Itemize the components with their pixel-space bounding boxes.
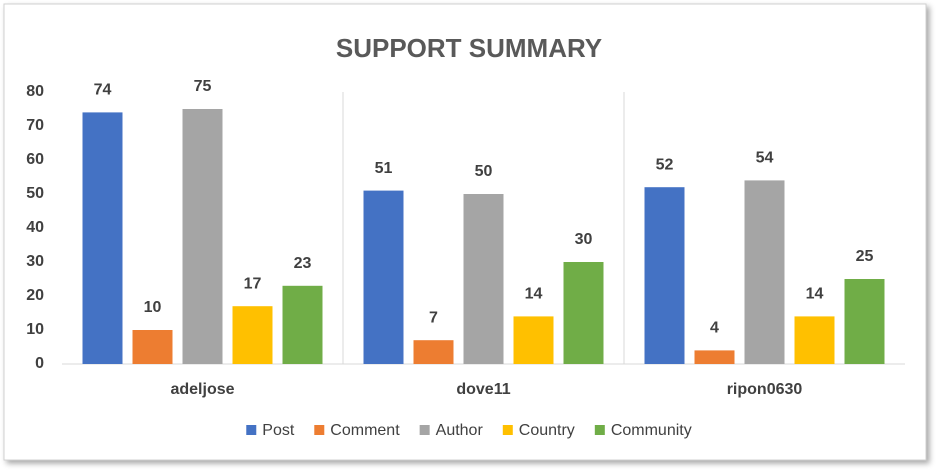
- y-tick-label: 60: [26, 151, 44, 168]
- bar: [232, 306, 273, 364]
- data-label: 10: [144, 299, 162, 316]
- legend-label: Author: [436, 422, 484, 439]
- bar: [463, 194, 504, 364]
- data-label: 51: [375, 160, 393, 177]
- y-tick-label: 20: [26, 287, 44, 304]
- bar: [132, 330, 173, 364]
- data-label: 4: [710, 320, 719, 337]
- legend-swatch: [246, 425, 257, 435]
- y-tick-label: 80: [26, 83, 44, 100]
- data-label: 17: [244, 275, 262, 292]
- y-tick-label: 50: [26, 185, 44, 202]
- bar: [744, 180, 785, 364]
- y-tick-label: 0: [35, 355, 44, 372]
- x-tick-label: adeljose: [170, 381, 234, 398]
- data-label: 30: [575, 231, 593, 248]
- x-tick-label: ripon0630: [727, 381, 803, 398]
- chart-title: SUPPORT SUMMARY: [336, 33, 602, 63]
- y-tick-label: 70: [26, 117, 44, 134]
- data-label: 54: [756, 150, 774, 167]
- bar: [413, 340, 454, 364]
- legend-swatch: [594, 425, 605, 435]
- data-label: 14: [525, 286, 543, 303]
- bar: [644, 187, 685, 364]
- data-label: 23: [294, 255, 312, 272]
- bar: [794, 316, 835, 364]
- y-tick-label: 40: [26, 219, 44, 236]
- bar: [282, 285, 323, 364]
- data-label: 7: [429, 309, 438, 326]
- bar: [182, 109, 223, 364]
- legend-swatch: [502, 425, 513, 435]
- data-label: 52: [656, 156, 674, 173]
- bar: [363, 190, 404, 364]
- legend-swatch: [419, 425, 430, 435]
- data-label: 75: [194, 78, 212, 95]
- bar: [844, 279, 885, 364]
- data-label: 14: [806, 286, 824, 303]
- legend-label: Community: [611, 422, 692, 439]
- y-tick-label: 30: [26, 253, 44, 270]
- y-tick-label: 10: [26, 321, 44, 338]
- bar: [694, 350, 735, 364]
- data-label: 74: [94, 82, 112, 99]
- data-label: 25: [856, 248, 874, 265]
- legend-label: Post: [262, 422, 295, 439]
- legend-label: Country: [519, 422, 575, 439]
- bar: [513, 316, 554, 364]
- data-label: 50: [475, 163, 493, 180]
- bar: [82, 112, 123, 365]
- legend-swatch: [314, 425, 325, 435]
- x-tick-label: dove11: [456, 381, 510, 398]
- legend-label: Comment: [330, 422, 400, 439]
- bar: [563, 262, 604, 364]
